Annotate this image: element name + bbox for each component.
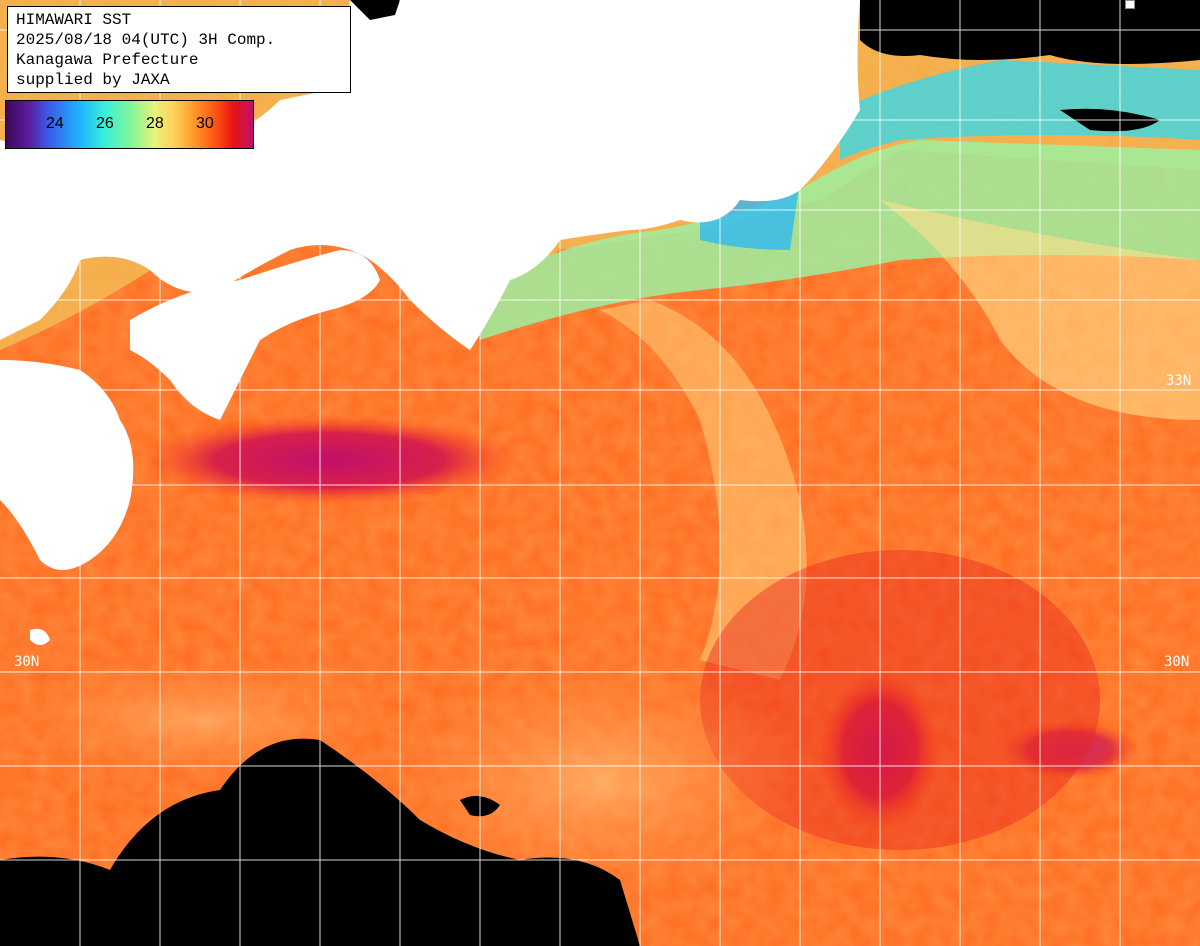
coastal-cyan-water bbox=[840, 60, 1200, 160]
title-datetime: 2025/08/18 04(UTC) 3H Comp. bbox=[16, 31, 276, 49]
title-box: HIMAWARI SST 2025/08/18 04(UTC) 3H Comp.… bbox=[7, 6, 351, 93]
hot-core-kuroshio bbox=[140, 415, 520, 505]
scale-tick-30: 30 bbox=[196, 115, 214, 132]
cloud-north-1 bbox=[350, 0, 400, 20]
coastal-cool-water bbox=[480, 140, 1200, 340]
land-islet-2 bbox=[780, 146, 805, 167]
title-product: HIMAWARI SST bbox=[16, 11, 132, 29]
title-region: Kanagawa Prefecture bbox=[16, 51, 199, 69]
lat-label-33n-left: 33N bbox=[10, 373, 36, 389]
title-credit: supplied by JAXA bbox=[16, 71, 170, 89]
pale-patch-1 bbox=[380, 660, 820, 900]
scale-tick-24: 24 bbox=[46, 115, 64, 132]
lat-label-30n-right: 30N bbox=[1164, 654, 1190, 670]
color-scale-bar: 24 26 28 30 bbox=[5, 100, 254, 149]
scale-tick-28: 28 bbox=[146, 115, 164, 132]
pale-plume bbox=[600, 300, 807, 680]
cloud-north-east bbox=[860, 0, 1200, 64]
land-honshu bbox=[0, 0, 860, 350]
lat-label-33n-right: 33N bbox=[1166, 373, 1192, 389]
hot-core-east bbox=[1000, 720, 1140, 780]
lat-label-30n-left: 30N bbox=[14, 654, 40, 670]
scale-tick-26: 26 bbox=[96, 115, 114, 132]
land-islet-1 bbox=[30, 628, 50, 645]
corner-marker bbox=[1125, 0, 1135, 9]
land-kii-tip bbox=[470, 156, 500, 200]
land-kyushu bbox=[0, 360, 134, 570]
land-shikoku bbox=[130, 250, 380, 420]
